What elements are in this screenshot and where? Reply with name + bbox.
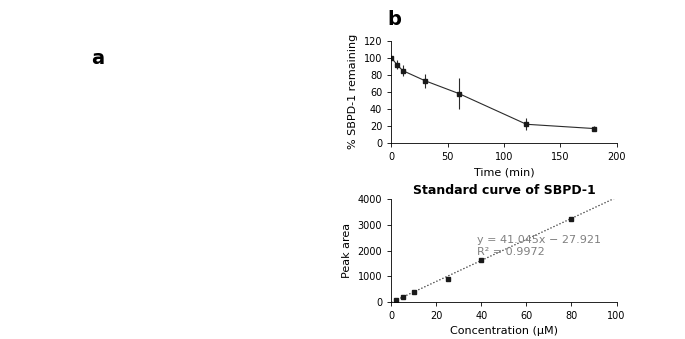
X-axis label: Concentration (μM): Concentration (μM) [450, 326, 558, 336]
Title: Standard curve of SBPD-1: Standard curve of SBPD-1 [412, 184, 595, 197]
Y-axis label: % SBPD-1 remaining: % SBPD-1 remaining [348, 34, 358, 149]
X-axis label: Time (min): Time (min) [473, 167, 534, 178]
Text: y = 41.045x − 27.921
R² = 0.9972: y = 41.045x − 27.921 R² = 0.9972 [477, 235, 601, 257]
Text: b: b [387, 10, 401, 29]
Y-axis label: Peak area: Peak area [342, 223, 352, 278]
Text: a: a [92, 48, 105, 67]
